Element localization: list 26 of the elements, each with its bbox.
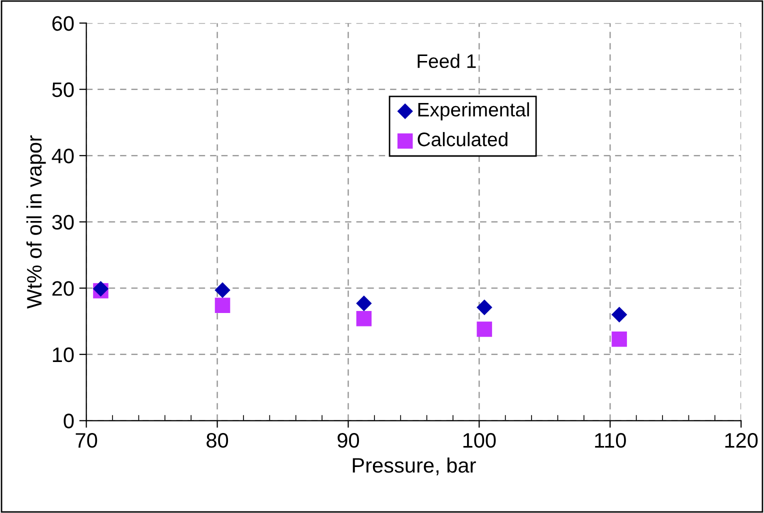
point — [356, 296, 372, 312]
legend-label: Calculated — [418, 132, 508, 146]
point — [214, 298, 230, 314]
y-tick-label: 30 — [52, 214, 74, 230]
x-tick-label: 120 — [725, 433, 758, 448]
point — [611, 306, 628, 322]
y-tick-label: 60 — [52, 16, 74, 31]
x-tick-label: 90 — [338, 433, 360, 448]
y-tick-label: 10 — [52, 347, 74, 362]
x-tick-label: 110 — [595, 433, 626, 448]
x-tick-label: 100 — [463, 433, 496, 448]
point — [476, 322, 492, 337]
x-tick-label: 70 — [76, 433, 98, 448]
y-tick-label: 20 — [52, 281, 74, 296]
y-axis-title: Wt% of oil in vapor — [26, 135, 46, 309]
point — [612, 332, 627, 347]
y-tick-label: 40 — [52, 148, 74, 164]
annotation: Feed 1 — [418, 54, 476, 68]
point — [356, 310, 372, 326]
x-tick-label: 80 — [206, 433, 228, 448]
point — [476, 299, 492, 316]
x-axis-title: Pressure, bar — [352, 457, 476, 476]
y-tick-label: 0 — [64, 414, 74, 428]
point — [214, 282, 230, 298]
legend-label: Experimental — [418, 102, 529, 120]
y-tick-label: 50 — [52, 82, 74, 98]
